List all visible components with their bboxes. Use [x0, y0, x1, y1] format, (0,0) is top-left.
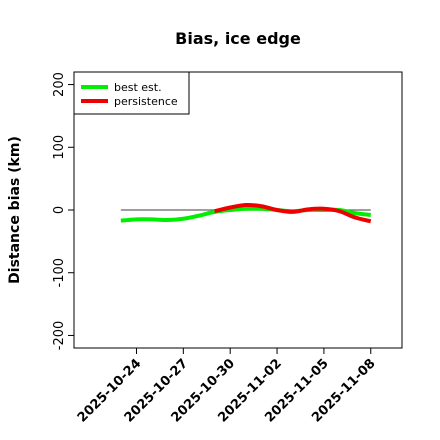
- series-lines: [120, 202, 372, 224]
- y-tick-label: -200: [52, 321, 67, 351]
- legend-label: persistence: [114, 95, 178, 108]
- y-tick-label: 100: [52, 135, 67, 160]
- legend: best est.persistence: [73, 71, 190, 115]
- plot-frame: [73, 71, 403, 349]
- axes-ticks: -200-10001002002025-10-242025-10-272025-…: [52, 72, 379, 425]
- y-axis-label: Distance bias (km): [7, 136, 23, 284]
- legend-box: [73, 71, 190, 115]
- y-tick-label: 0: [52, 206, 67, 214]
- y-tick-label: 200: [52, 72, 67, 97]
- series-line-persistence: [214, 202, 372, 224]
- legend-label: best est.: [114, 81, 162, 94]
- chart-title: Bias, ice edge: [175, 29, 301, 48]
- y-tick-label: -100: [52, 258, 67, 288]
